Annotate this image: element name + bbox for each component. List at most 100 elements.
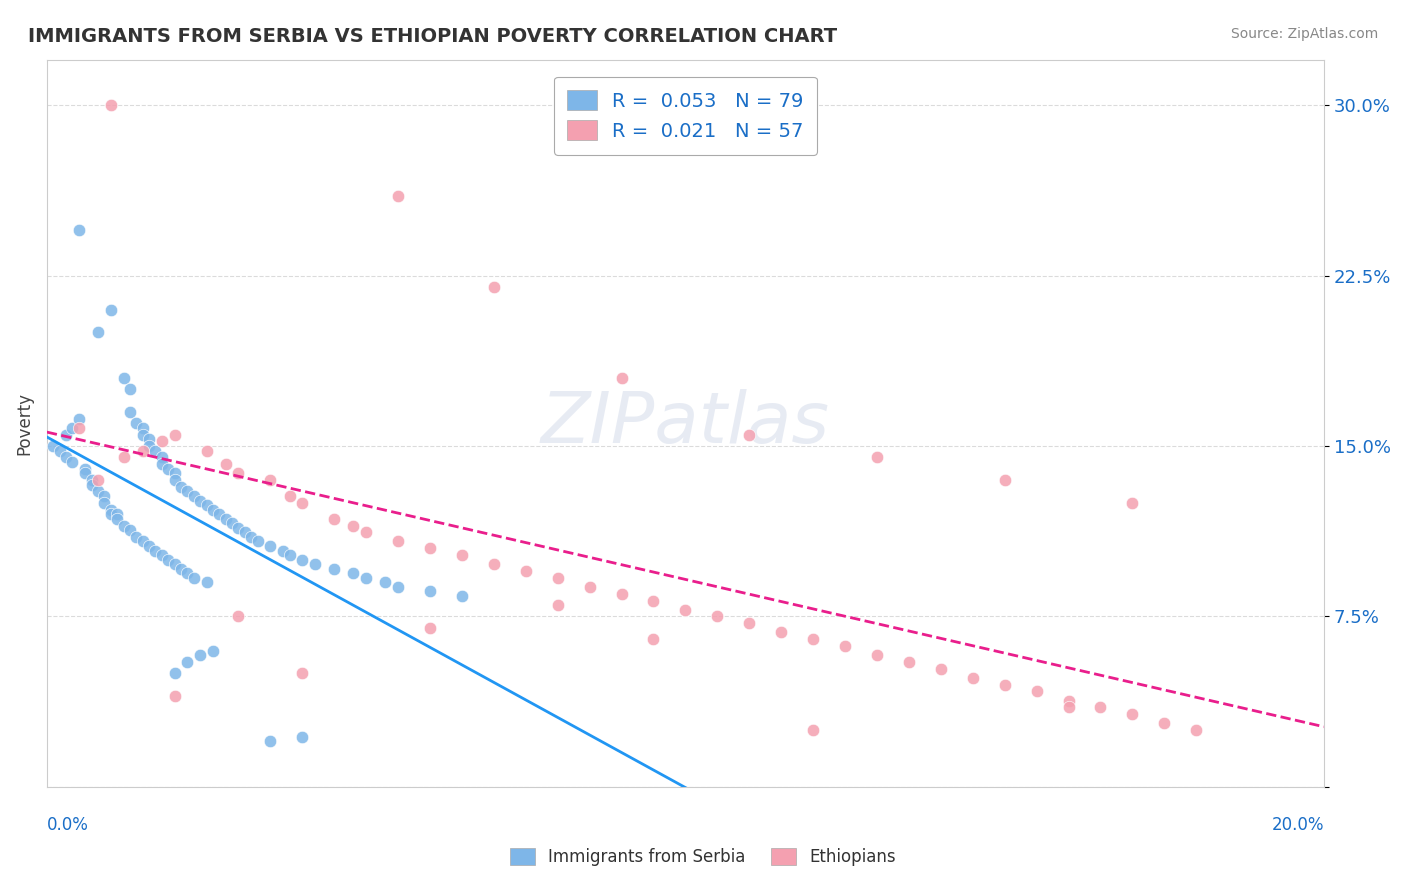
Point xyxy=(150,434,173,449)
Point xyxy=(1025,684,1047,698)
Point xyxy=(547,571,569,585)
Point xyxy=(271,543,294,558)
Point xyxy=(183,489,205,503)
Point xyxy=(163,557,186,571)
Point xyxy=(201,502,224,516)
Point xyxy=(1121,707,1143,722)
Point xyxy=(170,480,193,494)
Point xyxy=(145,443,167,458)
Point xyxy=(208,507,231,521)
Point xyxy=(163,427,186,442)
Point xyxy=(195,575,218,590)
Point xyxy=(131,534,153,549)
Point xyxy=(323,562,346,576)
Point xyxy=(118,405,141,419)
Point xyxy=(342,518,364,533)
Point xyxy=(610,587,633,601)
Point xyxy=(482,557,505,571)
Point xyxy=(62,421,84,435)
Point xyxy=(419,584,441,599)
Text: IMMIGRANTS FROM SERBIA VS ETHIOPIAN POVERTY CORRELATION CHART: IMMIGRANTS FROM SERBIA VS ETHIOPIAN POVE… xyxy=(28,27,837,45)
Point xyxy=(291,552,314,566)
Point xyxy=(163,689,186,703)
Point xyxy=(67,223,90,237)
Point xyxy=(291,496,314,510)
Point xyxy=(419,541,441,556)
Point xyxy=(195,498,218,512)
Point xyxy=(1185,723,1208,738)
Point xyxy=(176,484,198,499)
Point xyxy=(100,302,122,317)
Point xyxy=(278,548,301,562)
Point xyxy=(323,512,346,526)
Point xyxy=(1153,716,1175,731)
Point xyxy=(131,443,153,458)
Point xyxy=(201,643,224,657)
Point xyxy=(87,326,110,340)
Point xyxy=(105,507,128,521)
Point xyxy=(929,662,952,676)
Point xyxy=(118,382,141,396)
Point xyxy=(170,562,193,576)
Point xyxy=(994,473,1017,487)
Point xyxy=(125,530,148,544)
Point xyxy=(138,539,160,553)
Point xyxy=(48,443,70,458)
Point xyxy=(259,473,281,487)
Point xyxy=(150,450,173,465)
Point xyxy=(100,502,122,516)
Point xyxy=(259,734,281,748)
Point xyxy=(55,427,77,442)
Point xyxy=(246,534,269,549)
Point xyxy=(374,575,396,590)
Point xyxy=(278,489,301,503)
Point xyxy=(157,552,180,566)
Point xyxy=(233,525,256,540)
Point xyxy=(131,421,153,435)
Point xyxy=(897,655,920,669)
Text: ZIPatlas: ZIPatlas xyxy=(541,389,830,458)
Point xyxy=(221,516,243,531)
Point xyxy=(1121,496,1143,510)
Point xyxy=(994,678,1017,692)
Point xyxy=(770,625,793,640)
Point xyxy=(112,450,135,465)
Point xyxy=(42,439,65,453)
Text: 20.0%: 20.0% xyxy=(1271,816,1324,834)
Point xyxy=(228,467,250,481)
Point xyxy=(228,609,250,624)
Point xyxy=(163,666,186,681)
Point xyxy=(259,539,281,553)
Point xyxy=(145,543,167,558)
Point xyxy=(157,461,180,475)
Point xyxy=(387,580,409,594)
Point xyxy=(738,616,761,631)
Point xyxy=(215,457,238,471)
Point xyxy=(188,648,211,662)
Point xyxy=(183,571,205,585)
Point xyxy=(291,730,314,744)
Point xyxy=(67,411,90,425)
Point xyxy=(578,580,600,594)
Point xyxy=(482,280,505,294)
Point xyxy=(80,473,103,487)
Point xyxy=(150,457,173,471)
Point xyxy=(131,427,153,442)
Point xyxy=(1057,693,1080,707)
Point xyxy=(515,564,537,578)
Point xyxy=(228,521,250,535)
Point xyxy=(112,371,135,385)
Point xyxy=(387,189,409,203)
Point xyxy=(80,477,103,491)
Point xyxy=(291,666,314,681)
Point xyxy=(451,589,474,603)
Point xyxy=(547,598,569,612)
Point xyxy=(1057,700,1080,714)
Point xyxy=(387,534,409,549)
Point xyxy=(195,443,218,458)
Point xyxy=(801,723,824,738)
Point xyxy=(105,512,128,526)
Point xyxy=(100,98,122,112)
Point xyxy=(163,467,186,481)
Point xyxy=(125,417,148,431)
